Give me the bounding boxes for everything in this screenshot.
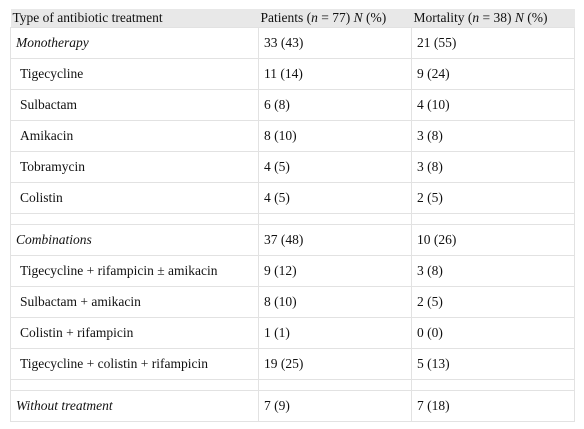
header-row: Type of antibiotic treatment Patients (n … (10, 9, 575, 28)
item-cell: 4 (10) (411, 89, 575, 121)
header-text: n (311, 10, 318, 25)
item-cell: 4 (5) (258, 182, 412, 214)
spacer-cell (411, 379, 575, 391)
table-container: Type of antibiotic treatment Patients (n … (10, 9, 575, 422)
item-cell: 3 (8) (411, 151, 575, 183)
item-cell: Colistin (10, 182, 259, 214)
spacer-cell (411, 213, 575, 225)
section-cell: 7 (9) (258, 390, 412, 422)
item-row: Tigecycline + colistin + rifampicin 19 (2… (10, 348, 575, 380)
header-cell: Mortality (n = 38) N (%) (411, 9, 575, 28)
header-text: N (353, 10, 363, 25)
section-cell: 33 (43) (258, 27, 412, 59)
item-row: Colistin 4 (5) 2 (5) (10, 182, 575, 214)
item-cell: Amikacin (10, 120, 259, 152)
spacer-row (10, 379, 575, 391)
section-row: Without treatment 7 (9) 7 (18) (10, 390, 575, 422)
item-cell: 8 (10) (258, 286, 412, 318)
item-row: Colistin + rifampicin 1 (1) 0 (0) (10, 317, 575, 349)
header-text: (%) (523, 10, 548, 25)
spacer-cell (10, 379, 259, 391)
item-cell: 9 (12) (258, 255, 412, 287)
section-cell: Combinations (10, 224, 259, 256)
section-cell: 21 (55) (411, 27, 575, 59)
item-cell: Tigecycline (10, 58, 259, 90)
header-text: = 77) (317, 10, 354, 25)
item-cell: 11 (14) (258, 58, 412, 90)
item-cell: 4 (5) (258, 151, 412, 183)
item-row: Tigecycline + rifampicin ± amikacin 9 (12… (10, 255, 575, 287)
section-cell: 10 (26) (411, 224, 575, 256)
item-cell: 3 (8) (411, 255, 575, 287)
item-cell: Tobramycin (10, 151, 259, 183)
table: Type of antibiotic treatment Patients (n … (10, 9, 575, 422)
item-cell: Tigecycline + colistin + rifampicin (10, 348, 259, 380)
header-text: = 38) (479, 10, 515, 25)
spacer-row (10, 213, 575, 225)
spacer-cell (258, 379, 412, 391)
item-cell: 9 (24) (411, 58, 575, 90)
item-cell: 6 (8) (258, 89, 412, 121)
header-text: N (514, 10, 524, 25)
item-cell: Colistin + rifampicin (10, 317, 259, 349)
item-row: Amikacin 8 (10) 3 (8) (10, 120, 575, 152)
item-cell: 1 (1) (258, 317, 412, 349)
header-text: n (472, 10, 480, 25)
item-cell: 5 (13) (411, 348, 575, 380)
section-row: Monotherapy 33 (43) 21 (55) (10, 27, 575, 59)
header-text: (%) (362, 10, 387, 25)
header-text: Patients ( (260, 10, 312, 25)
section-cell: Monotherapy (10, 27, 259, 59)
item-cell: 0 (0) (411, 317, 575, 349)
section-cell: 7 (18) (411, 390, 575, 422)
item-cell: 2 (5) (411, 286, 575, 318)
item-row: Tobramycin 4 (5) 3 (8) (10, 151, 575, 183)
item-cell: 8 (10) (258, 120, 412, 152)
item-row: Sulbactam + amikacin 8 (10) 2 (5) (10, 286, 575, 318)
item-cell: 2 (5) (411, 182, 575, 214)
item-cell: 19 (25) (258, 348, 412, 380)
section-cell: Without treatment (10, 390, 259, 422)
spacer-cell (10, 213, 259, 225)
item-cell: Sulbactam + amikacin (10, 286, 259, 318)
header-cell: Patients (n = 77) N (%) (258, 9, 412, 28)
item-row: Tigecycline 11 (14) 9 (24) (10, 58, 575, 90)
section-cell: 37 (48) (258, 224, 412, 256)
item-cell: Sulbactam (10, 89, 259, 121)
spacer-cell (258, 213, 412, 225)
header-text: Mortality ( (413, 10, 473, 25)
header-text: Type of antibiotic treatment (12, 10, 163, 25)
section-row: Combinations 37 (48) 10 (26) (10, 224, 575, 256)
header-cell: Type of antibiotic treatment (10, 9, 259, 28)
item-cell: Tigecycline + rifampicin ± amikacin (10, 255, 259, 287)
item-row: Sulbactam 6 (8) 4 (10) (10, 89, 575, 121)
item-cell: 3 (8) (411, 120, 575, 152)
